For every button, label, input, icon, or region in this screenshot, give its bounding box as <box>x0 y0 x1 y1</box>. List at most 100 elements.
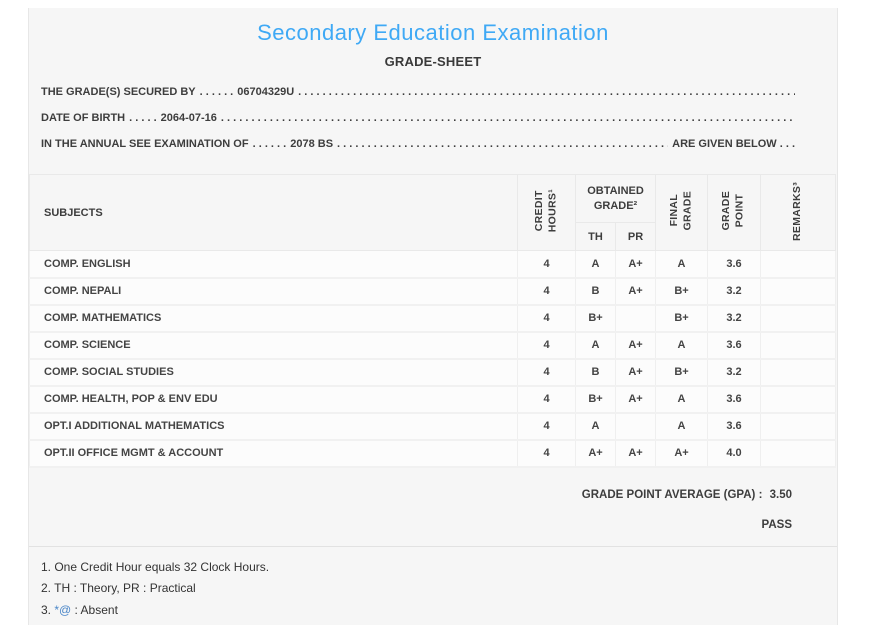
th-grade-cell: B <box>575 277 616 306</box>
table-row: OPT.II OFFICE MGMT & ACCOUNT 4 A+ A+ A+ … <box>29 439 837 468</box>
document-subtitle: GRADE-SHEET <box>384 54 482 69</box>
remarks-header-text: REMARKS³ <box>791 181 804 241</box>
grade-sheet-panel: Secondary Education Examination GRADE-SH… <box>28 8 838 625</box>
pr-grade-cell <box>614 304 657 333</box>
examination-of-label: IN THE ANNUAL SEE EXAMINATION OF <box>41 138 249 150</box>
grade-point-cell: 3.6 <box>707 331 762 360</box>
gpa-label: GRADE POINT AVERAGE (GPA) : <box>581 488 763 501</box>
credit-hours-cell: 4 <box>517 250 576 279</box>
table-row: COMP. SOCIAL STUDIES 4 B A+ B+ 3.2 <box>29 358 837 387</box>
dot-filler: . . . . . . . . . . . . . . . . . . . . … <box>337 138 668 150</box>
dot-leader: . . . . . <box>129 112 157 124</box>
grade-point-cell: 3.6 <box>707 385 762 414</box>
grade-point-cell: 3.2 <box>707 304 762 333</box>
grade-point-header: GRADE POINT <box>707 174 762 251</box>
final-grade-cell: A <box>655 385 709 414</box>
date-of-birth-value: 2064-07-16 <box>160 112 217 124</box>
remarks-cell <box>760 304 837 333</box>
grade-point-cell: 3.2 <box>707 358 762 387</box>
footnote-absent-number: 3. <box>41 602 55 617</box>
th-grade-cell: B <box>575 358 616 387</box>
grades-secured-by-line: THE GRADE(S) SECURED BY . . . . . . 0670… <box>41 86 795 112</box>
grade-point-cell: 3.2 <box>707 277 762 306</box>
subject-cell: COMP. HEALTH, POP & ENV EDU <box>29 385 518 414</box>
table-row: OPT.I ADDITIONAL MATHEMATICS 4 A A 3.6 <box>29 412 837 441</box>
date-of-birth-line: DATE OF BIRTH . . . . . 2064-07-16 . . .… <box>41 112 795 138</box>
examination-year-line: IN THE ANNUAL SEE EXAMINATION OF . . . .… <box>41 138 795 164</box>
final-grade-header-text: FINAL GRADE <box>667 191 694 231</box>
remarks-cell <box>760 250 837 279</box>
subject-cell: OPT.I ADDITIONAL MATHEMATICS <box>29 412 518 441</box>
credit-hours-cell: 4 <box>517 385 576 414</box>
dot-filler: . . . . . . . . . . . . . . . . . . . . … <box>298 86 795 98</box>
grades-table-header: SUBJECTS CREDIT HOURS¹ OBTAINED GRADE² F… <box>29 174 837 251</box>
subject-cell: OPT.II OFFICE MGMT & ACCOUNT <box>29 439 518 468</box>
pr-grade-cell: A+ <box>614 439 657 468</box>
subjects-header: SUBJECTS <box>29 174 518 251</box>
table-row: COMP. SCIENCE 4 A A+ A 3.6 <box>29 331 837 360</box>
table-row: COMP. ENGLISH 4 A A+ A 3.6 <box>29 250 837 279</box>
footnote-th-pr: 2. TH : Theory, PR : Practical <box>41 581 196 595</box>
pr-grade-cell: A+ <box>614 331 657 360</box>
final-grade-cell: B+ <box>655 304 709 333</box>
final-grade-cell: A <box>655 412 709 441</box>
are-given-below-label: ARE GIVEN BELOW . . . <box>672 138 795 150</box>
examination-year-value: 2078 BS <box>290 138 334 150</box>
table-row: COMP. HEALTH, POP & ENV EDU 4 B+ A+ A 3.… <box>29 385 837 414</box>
remarks-cell <box>760 277 837 306</box>
remarks-cell <box>760 385 837 414</box>
credit-hours-cell: 4 <box>517 412 576 441</box>
grade-point-cell: 3.6 <box>707 412 762 441</box>
pr-grade-cell: A+ <box>614 277 657 306</box>
subject-cell: COMP. ENGLISH <box>29 250 518 279</box>
candidate-info: THE GRADE(S) SECURED BY . . . . . . 0670… <box>41 86 795 164</box>
final-grade-cell: A <box>655 250 709 279</box>
credit-hours-header-text: CREDIT HOURS¹ <box>532 189 559 233</box>
grades-table-body: COMP. ENGLISH 4 A A+ A 3.6 COMP. NEPALI … <box>29 250 837 468</box>
practical-subheader: PR <box>614 222 657 251</box>
pr-grade-cell: A+ <box>614 385 657 414</box>
th-grade-cell: A <box>575 250 616 279</box>
date-of-birth-label: DATE OF BIRTH <box>41 112 126 124</box>
credit-hours-cell: 4 <box>517 331 576 360</box>
pr-grade-cell <box>614 412 657 441</box>
final-grade-cell: B+ <box>655 277 709 306</box>
remarks-cell <box>760 439 837 468</box>
footnotes: 1. One Credit Hour equals 32 Clock Hours… <box>29 545 837 622</box>
remarks-cell <box>760 358 837 387</box>
remarks-cell <box>760 412 837 441</box>
pr-grade-cell: A+ <box>614 358 657 387</box>
subject-cell: COMP. MATHEMATICS <box>29 304 518 333</box>
final-grade-header: FINAL GRADE <box>655 174 709 251</box>
result-summary: GRADE POINT AVERAGE (GPA) : 3.50 PASS <box>41 484 792 536</box>
dot-filler: . . . . . . . . . . . . . . . . . . . . … <box>220 112 795 124</box>
page-title: Secondary Education Examination <box>257 20 609 45</box>
credit-hours-cell: 4 <box>517 277 576 306</box>
subject-cell: COMP. NEPALI <box>29 277 518 306</box>
theory-subheader: TH <box>575 222 616 251</box>
dot-leader: . . . . . . <box>199 86 234 98</box>
credit-hours-cell: 4 <box>517 439 576 468</box>
final-grade-cell: A+ <box>655 439 709 468</box>
table-row: COMP. NEPALI 4 B A+ B+ 3.2 <box>29 277 837 306</box>
grade-point-cell: 3.6 <box>707 250 762 279</box>
footnote-credit-hour: 1. One Credit Hour equals 32 Clock Hours… <box>41 559 270 574</box>
subject-cell: COMP. SOCIAL STUDIES <box>29 358 518 387</box>
th-grade-cell: A+ <box>575 439 616 468</box>
th-grade-cell: B+ <box>575 385 616 414</box>
dot-leader: . . . . . . <box>252 138 287 150</box>
footnote-absent-text: : Absent <box>71 602 118 617</box>
gpa-value: 3.50 <box>769 488 792 501</box>
remarks-cell <box>760 331 837 360</box>
subject-cell: COMP. SCIENCE <box>29 331 518 360</box>
footnote-absent: 3. *@ : Absent <box>41 600 837 622</box>
th-grade-cell: A <box>575 331 616 360</box>
final-grade-cell: B+ <box>655 358 709 387</box>
result-status: PASS <box>761 518 792 531</box>
grades-table: SUBJECTS CREDIT HOURS¹ OBTAINED GRADE² F… <box>29 174 837 468</box>
grade-point-header-text: GRADE POINT <box>720 191 747 231</box>
th-grade-cell: A <box>575 412 616 441</box>
symbol-number-value: 06704329U <box>237 86 295 98</box>
grade-point-cell: 4.0 <box>707 439 762 468</box>
credit-hours-cell: 4 <box>517 358 576 387</box>
